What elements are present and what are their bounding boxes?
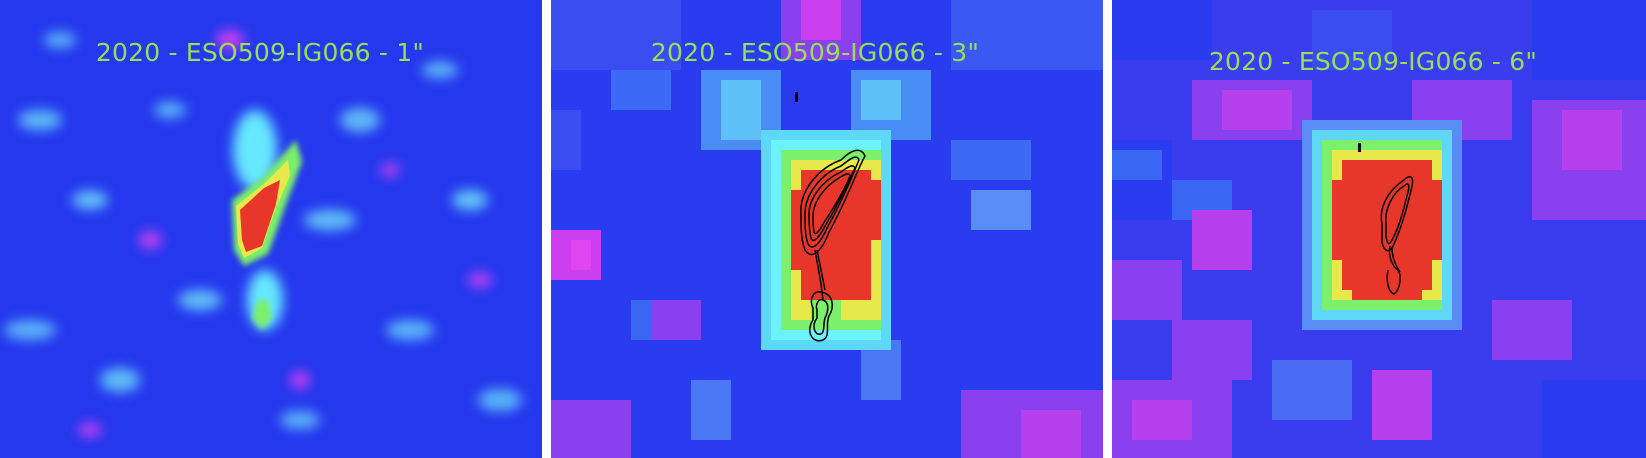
emission-core <box>761 130 891 350</box>
radio-map-1arcsec <box>0 0 542 458</box>
panel-title: 2020 - ESO509-IG066 - 6" <box>1208 47 1538 76</box>
pixel-blocks <box>551 0 1103 458</box>
panel-title: 2020 - ESO509-IG066 - 3" <box>650 38 980 67</box>
map-panel-1arcsec: 2020 - ESO509-IG066 - 1" <box>0 0 542 458</box>
contour-lines <box>800 149 866 342</box>
map-panel-6arcsec: 2020 - ESO509-IG066 - 6" <box>1112 0 1646 458</box>
emission-core <box>232 140 302 330</box>
contour-lines <box>1380 175 1414 295</box>
noise-field <box>4 30 522 437</box>
map-panel-3arcsec: 2020 - ESO509-IG066 - 3" <box>551 0 1103 458</box>
radio-map-6arcsec <box>1112 0 1646 458</box>
radio-map-3arcsec <box>551 0 1103 458</box>
contour-dot <box>1358 143 1361 152</box>
pixel-blocks <box>1112 0 1646 458</box>
contour-dot <box>795 92 798 102</box>
panel-title: 2020 - ESO509-IG066 - 1" <box>95 38 425 67</box>
